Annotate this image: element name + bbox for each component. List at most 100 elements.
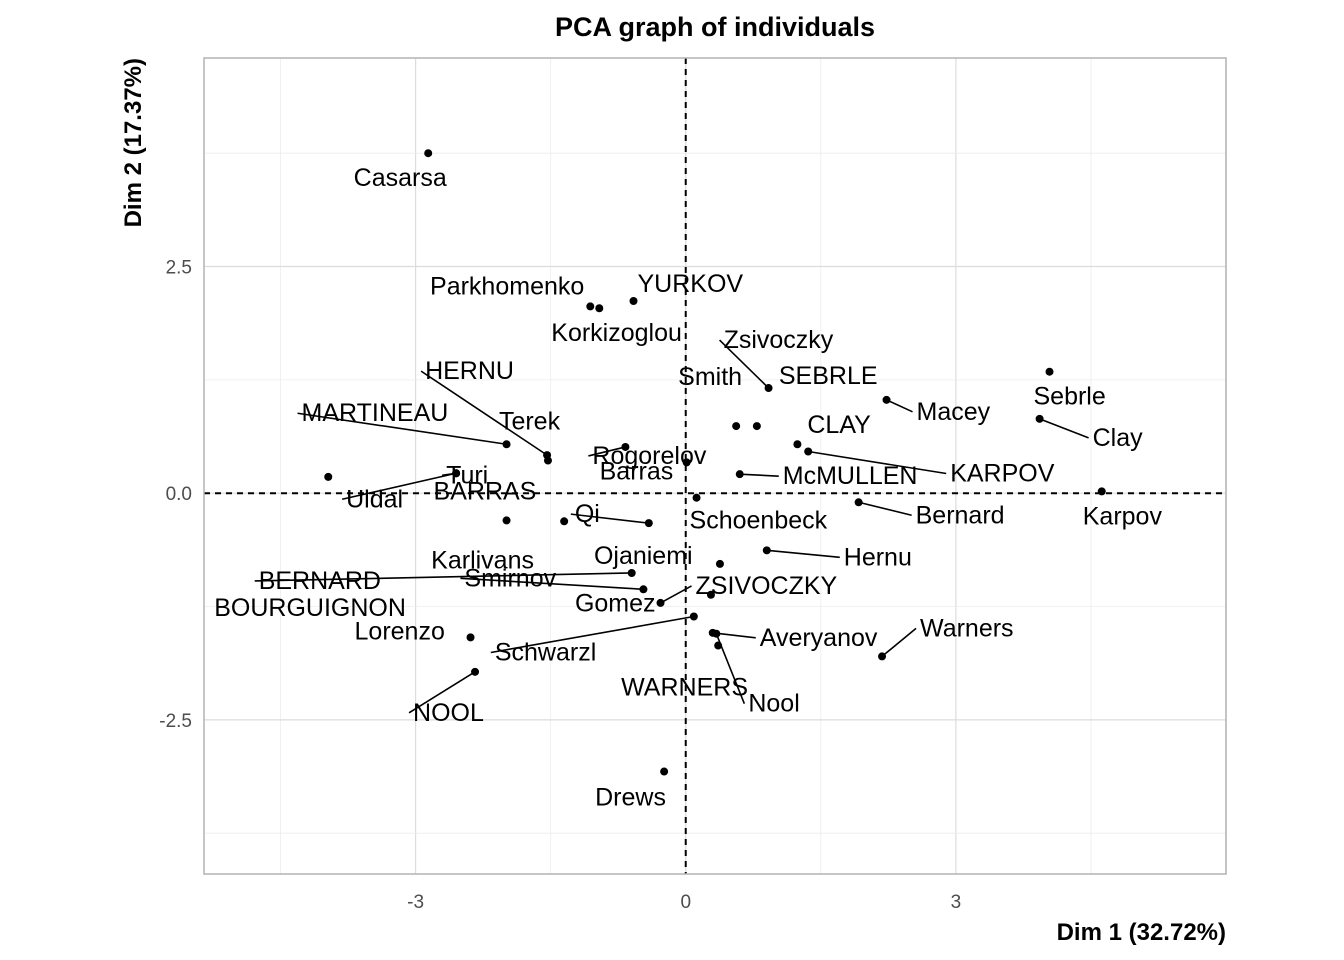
data-point (560, 517, 569, 526)
data-point (502, 440, 511, 449)
point-label: Bernard (916, 501, 1005, 529)
data-point (629, 296, 638, 305)
label-segment (588, 446, 626, 457)
point-label: Barras (600, 457, 674, 485)
data-point (586, 302, 595, 311)
label-segment (408, 671, 476, 714)
point-label: NOOL (413, 699, 484, 727)
point-label: Terek (499, 408, 561, 436)
label-segment (881, 627, 917, 658)
point-label: Drews (595, 784, 666, 812)
point-label: McMULLEN (783, 462, 918, 490)
y-tick-label: 0.0 (166, 484, 192, 505)
label-segment (660, 585, 692, 604)
data-point (627, 568, 636, 577)
label-segment (719, 339, 770, 389)
point-label: Smirnov (464, 564, 556, 592)
label-segment (766, 549, 840, 559)
y-tick-label: -2.5 (159, 711, 192, 732)
data-point (715, 559, 724, 568)
y-tick-label: 2.5 (166, 258, 192, 279)
data-point (644, 519, 653, 528)
data-point (1035, 414, 1044, 423)
label-segment (886, 399, 913, 413)
point-label: Uldal (346, 485, 403, 513)
label-segment (808, 450, 947, 475)
point-label: ZSIVOCZKY (696, 572, 838, 600)
data-point (752, 422, 761, 431)
point-label: Karpov (1083, 502, 1163, 530)
data-point (543, 456, 552, 465)
tick-labels: -3 0 3 -2.5 0.0 2.5 (159, 258, 961, 913)
data-point (689, 612, 698, 621)
point-label: Schwarzl (495, 639, 596, 667)
label-segment (858, 501, 912, 517)
point-label: BARRAS (434, 477, 537, 505)
plot-frame (203, 57, 1227, 875)
point-label: Karlivans (431, 546, 534, 574)
point-label: BERNARD (259, 567, 381, 595)
point-label: Hernu (844, 543, 912, 571)
point-label: Qi (575, 500, 600, 528)
data-point (471, 667, 480, 676)
label-segment (490, 615, 694, 654)
x-tick-label: 0 (680, 892, 691, 913)
data-point (639, 585, 648, 594)
point-label: Ojaniemi (594, 542, 693, 570)
data-point (793, 440, 802, 449)
point-label: CLAY (807, 411, 871, 439)
data-point (764, 384, 773, 393)
label-segments (254, 339, 1089, 714)
data-point (621, 442, 630, 451)
data-point (712, 629, 721, 638)
point-label: BOURGUIGNON (214, 594, 406, 622)
point-label: Casarsa (354, 164, 447, 192)
label-segment (570, 513, 649, 524)
point-label: YURKOV (638, 270, 744, 298)
point-label: Nool (748, 690, 799, 718)
data-point (324, 472, 333, 481)
y-axis-title: Dim 2 (17.37%) (120, 58, 147, 227)
data-point (735, 470, 744, 479)
point-label: Korkizoglou (551, 319, 682, 347)
label-segment (341, 472, 457, 501)
point-label: Schoenbeck (690, 507, 828, 535)
x-tick-label: 3 (951, 892, 962, 913)
point-label: Smith (678, 363, 742, 391)
data-point (595, 304, 604, 313)
data-point (466, 633, 475, 642)
data-point (762, 546, 771, 555)
point-label: Clay (1093, 424, 1144, 452)
data-point (660, 767, 669, 776)
x-axis-title: Dim 1 (32.72%) (1057, 919, 1226, 946)
point-label: Lorenzo (355, 617, 445, 645)
label-segment (254, 572, 632, 582)
point-label: Turi (446, 461, 488, 489)
data-point (804, 447, 813, 456)
data-point (656, 598, 665, 607)
data-point (878, 652, 887, 661)
data-point (706, 590, 715, 599)
point-label: SEBRLE (779, 362, 878, 390)
point-label: Gomez (575, 590, 656, 618)
data-point (692, 493, 701, 502)
label-segment (739, 473, 779, 477)
point-label: WARNERS (621, 674, 748, 702)
point-label: Parkhomenko (430, 272, 584, 300)
point-label: Zsivoczky (724, 326, 834, 354)
data-point (714, 641, 723, 650)
point-label: Macey (917, 398, 991, 426)
label-segment (460, 577, 644, 591)
label-segment (420, 370, 548, 456)
data-point (882, 395, 891, 404)
data-point (1097, 487, 1106, 496)
data-point (732, 422, 741, 431)
point-label: HERNU (425, 357, 514, 385)
data-point (452, 469, 461, 478)
data-points (324, 149, 1106, 776)
data-point (1045, 367, 1054, 376)
data-point (682, 458, 691, 467)
point-label: KARPOV (950, 459, 1055, 487)
point-label: Sebrle (1034, 383, 1106, 411)
